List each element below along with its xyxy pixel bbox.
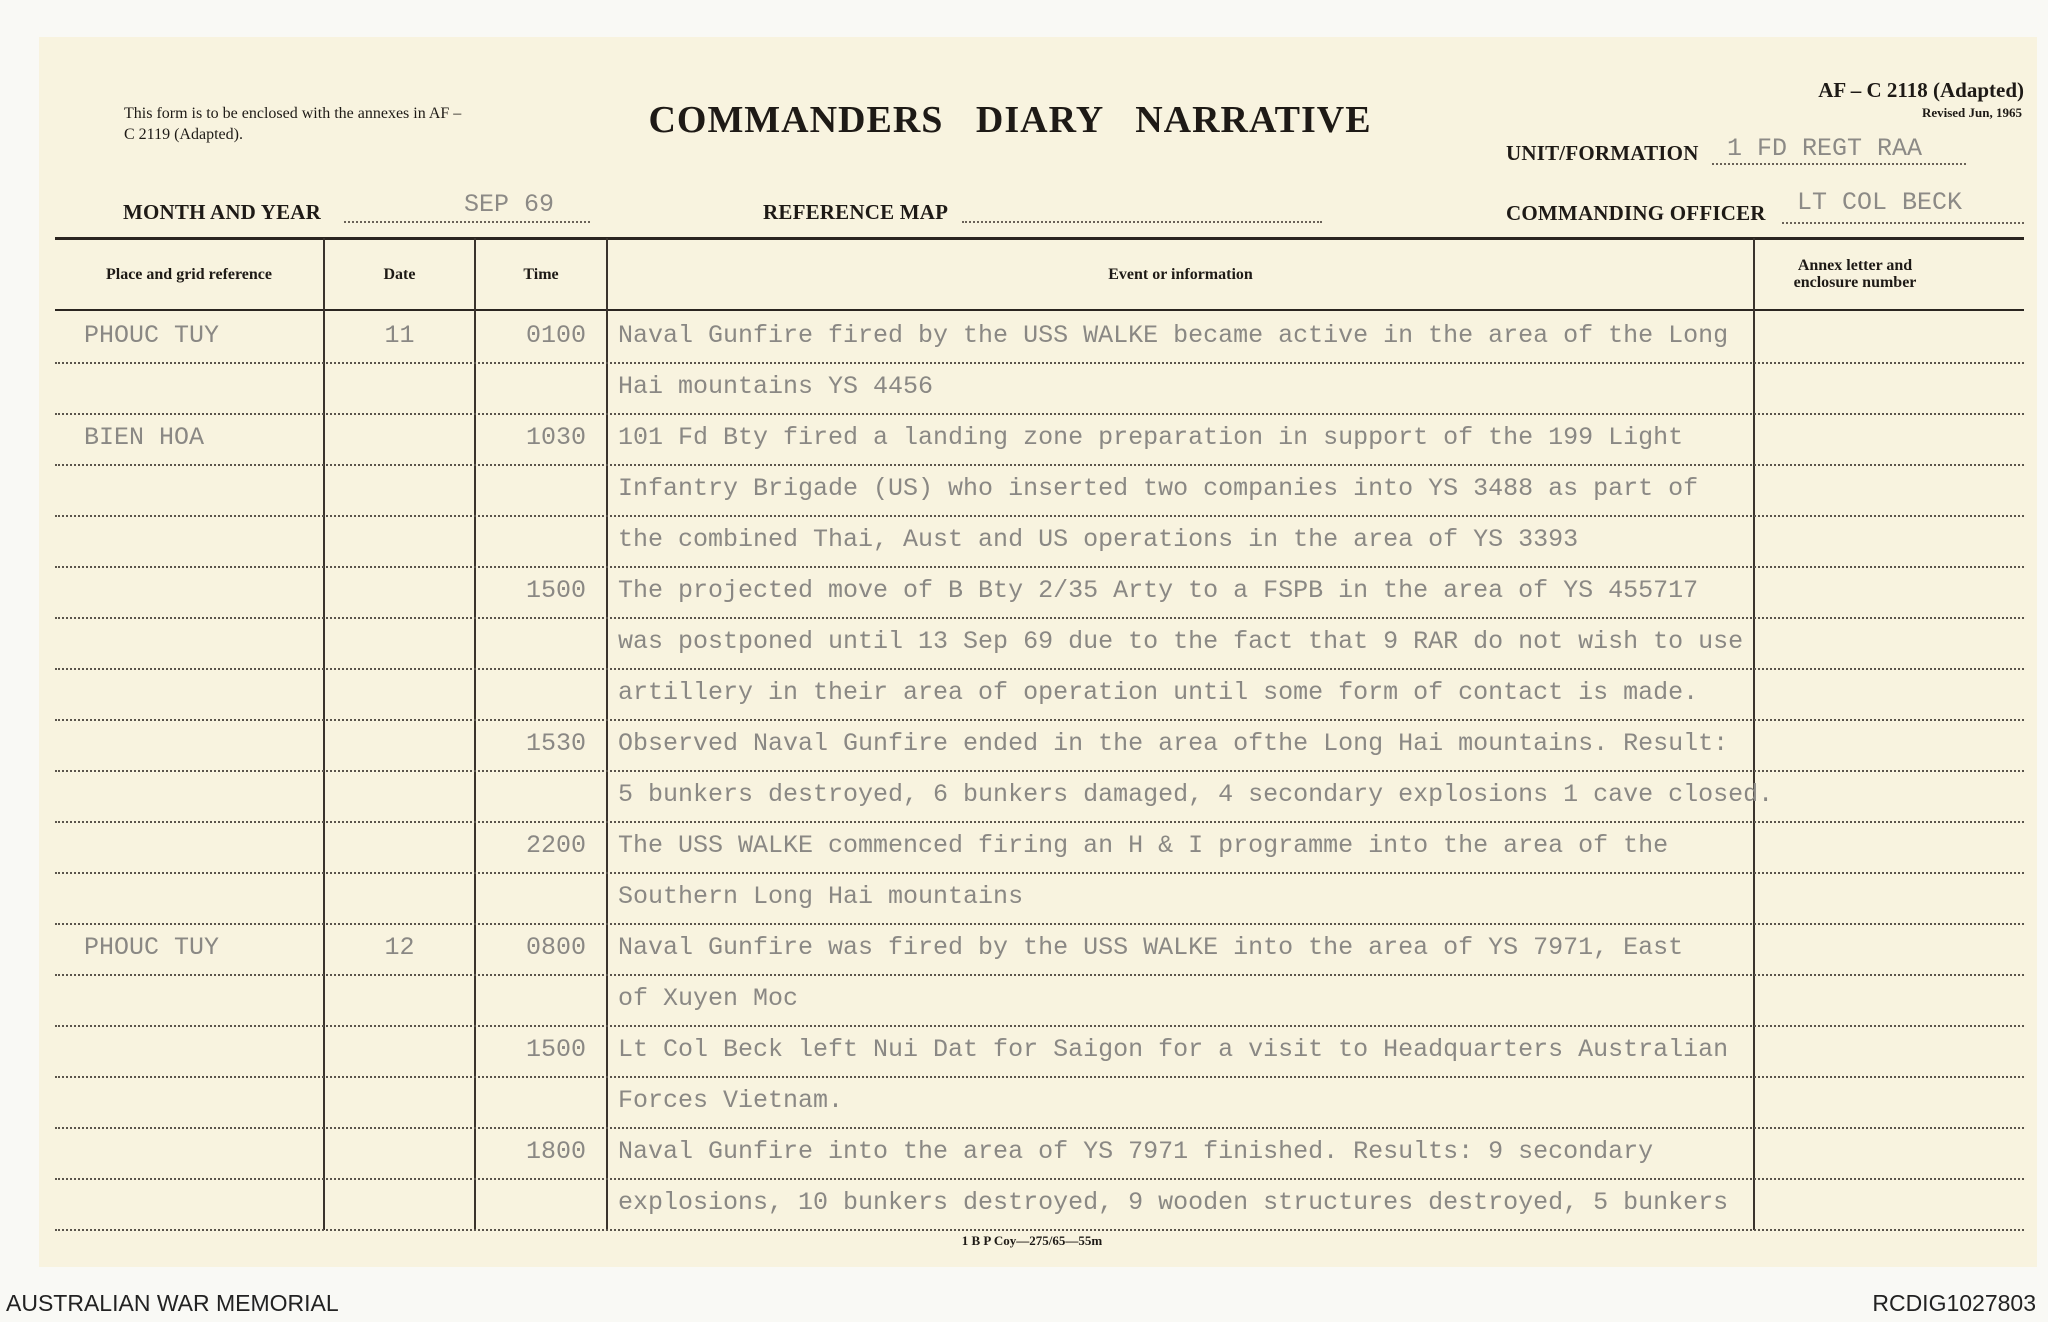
table-row: PHOUC TUY 12 0800 Naval Gunfire was fired b…	[55, 923, 2024, 976]
cell-text: The projected move of B Bty 2/35 Arty to…	[618, 576, 1699, 605]
reference-map-line	[962, 221, 1322, 223]
print-imprint: 1 B P Coy—275/65—55m	[961, 1233, 1103, 1248]
form-number: AF – C 2118 (Adapted)	[1818, 78, 2024, 102]
cell-date: 12	[384, 933, 415, 962]
table-row: 1800 Naval Gunfire into the area of YS 79…	[55, 1127, 2024, 1180]
archive-institution: AUSTRALIAN WAR MEMORIAL	[6, 1290, 339, 1316]
cell-time: 1800	[525, 1137, 586, 1166]
unit-formation-line	[1712, 163, 1966, 165]
table-row: 1500 Lt Col Beck left Nui Dat for Saigon …	[55, 1025, 2024, 1078]
cell-text: Hai mountains YS 4456	[618, 372, 934, 401]
cell-place: PHOUC TUY	[84, 321, 220, 350]
cell-date: 11	[384, 321, 415, 350]
month-year-value: SEP 69	[464, 190, 555, 219]
table-row: 2200 The USS WALKE commenced firing an H …	[55, 821, 2024, 874]
header-time: Time	[523, 265, 559, 283]
table-row: PHOUC TUY 11 0100 Naval Gunfire fired by th…	[55, 311, 2024, 364]
table-row: 1500 The projected move of B Bty 2/35 Art…	[55, 566, 2024, 619]
table-row: of Xuyen Moc	[55, 974, 2024, 1027]
cell-text: of Xuyen Moc	[618, 984, 799, 1013]
form-sheet	[39, 37, 2037, 1267]
cell-text: Infantry Brigade (US) who inserted two c…	[618, 474, 1699, 503]
cell-text: was postponed until 13 Sep 69 due to the…	[618, 627, 1744, 656]
unit-formation-label: UNIT/FORMATION	[1506, 141, 1699, 165]
cell-text: Naval Gunfire into the area of YS 7971 f…	[618, 1137, 1654, 1166]
cell-text: The USS WALKE commenced firing an H & I …	[618, 831, 1669, 860]
cell-text: Naval Gunfire fired by the USS WALKE bec…	[618, 321, 1729, 350]
title-text: COMMANDERS DIARY NARRATIVE	[648, 99, 1372, 141]
form-instruction-note: This form is to be enclosed with the ann…	[124, 105, 462, 143]
table-row: Hai mountains YS 4456	[55, 362, 2024, 415]
reference-map-label: REFERENCE MAP	[763, 200, 949, 224]
archive-record-id: RCDIG1027803	[1872, 1290, 2036, 1316]
table-row: 5 bunkers destroyed, 6 bunkers damaged, …	[55, 770, 2024, 823]
table-row: Southern Long Hai mountains	[55, 872, 2024, 925]
table-row: 1530 Observed Naval Gunfire ended in the …	[55, 719, 2024, 772]
commanding-officer-value: LT COL BECK	[1797, 188, 1963, 217]
table-row: Infantry Brigade (US) who inserted two c…	[55, 464, 2024, 517]
cell-time: 1030	[525, 423, 586, 452]
table-row: Forces Vietnam.	[55, 1076, 2024, 1129]
commanding-officer-line	[1782, 222, 2024, 224]
table-row: artillery in their area of operation unt…	[55, 668, 2024, 721]
table-row: the combined Thai, Aust and US operation…	[55, 515, 2024, 568]
cell-time: 0800	[525, 933, 586, 962]
header-date: Date	[383, 265, 416, 283]
column-divider	[1753, 238, 1755, 1230]
unit-formation-value: 1 FD REGT RAA	[1727, 134, 1923, 163]
cell-text: artillery in their area of operation unt…	[618, 678, 1699, 707]
table-header-rule	[55, 309, 2024, 311]
cell-time: 0100	[525, 321, 586, 350]
cell-text: 5 bunkers destroyed, 6 bunkers damaged, …	[618, 780, 1774, 809]
cell-place: PHOUC TUY	[84, 933, 220, 962]
cell-text: 101 Fd Bty fired a landing zone preparat…	[618, 423, 1684, 452]
table-row: was postponed until 13 Sep 69 due to the…	[55, 617, 2024, 670]
table-top-rule	[55, 237, 2024, 240]
form-revision: Revised Jun, 1965	[1921, 105, 2022, 120]
cell-time: 1500	[525, 576, 586, 605]
page-title: COMMANDERS DIARY NARRATIVE	[0, 98, 2048, 142]
cell-text: the combined Thai, Aust and US operation…	[618, 525, 1579, 554]
column-divider	[323, 238, 325, 1230]
cell-text: Southern Long Hai mountains	[618, 882, 1024, 911]
header-annex: Annex letter and enclosure number	[1793, 257, 1917, 291]
cell-time: 1530	[525, 729, 586, 758]
column-divider	[606, 238, 608, 1230]
month-year-line	[344, 221, 590, 223]
cell-time: 2200	[525, 831, 586, 860]
cell-text: Lt Col Beck left Nui Dat for Saigon for …	[618, 1035, 1729, 1064]
table-row: BIEN HOA 1030 101 Fd Bty fired a landing z…	[55, 413, 2024, 466]
cell-text: Observed Naval Gunfire ended in the area…	[618, 729, 1729, 758]
cell-time: 1500	[525, 1035, 586, 1064]
header-place: Place and grid reference	[105, 265, 273, 283]
cell-text: Naval Gunfire was fired by the USS WALKE…	[618, 933, 1684, 962]
column-divider	[474, 238, 476, 1230]
cell-text: explosions, 10 bunkers destroyed, 9 wood…	[618, 1188, 1729, 1217]
table-row: explosions, 10 bunkers destroyed, 9 wood…	[55, 1178, 2024, 1231]
header-event: Event or information	[1108, 265, 1253, 283]
cell-place: BIEN HOA	[84, 423, 205, 452]
commanding-officer-label: COMMANDING OFFICER	[1506, 201, 1766, 225]
cell-text: Forces Vietnam.	[618, 1086, 844, 1115]
month-year-label: MONTH AND YEAR	[123, 200, 322, 224]
